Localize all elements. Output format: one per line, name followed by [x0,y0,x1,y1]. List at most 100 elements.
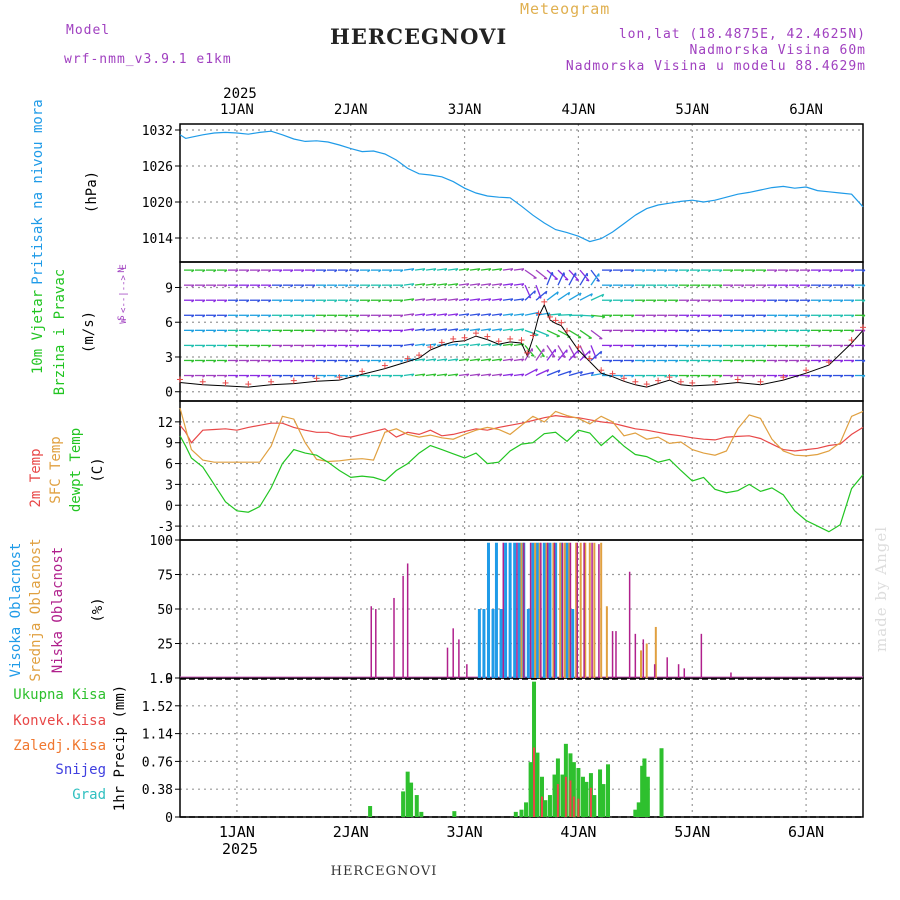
wind-arrowhead [609,299,613,303]
wind-arrow [535,348,545,361]
wind-arrowhead [551,272,554,276]
wind-arrowhead [631,359,635,363]
wind-arrowhead [829,314,833,318]
wind-arrowhead [708,284,712,288]
wind-arrow [480,283,491,286]
wind-arrowhead [213,344,217,348]
wind-arrowhead [433,328,437,332]
wind-arrowhead [785,344,789,348]
wind-arrowhead [851,284,855,288]
wind-arrowhead [422,328,426,332]
wind-arrow [579,269,590,282]
wind-arrow [579,350,591,361]
wind-arrow [403,343,414,347]
precip-total-bar [560,774,565,817]
precip-total-bar [543,800,548,817]
wind-arrowhead [774,269,778,273]
wind-arrowhead [568,370,572,374]
wind-arrowhead [290,299,294,303]
wind-arrowhead [433,283,437,287]
wind-arrowhead [378,359,382,363]
wind-arrow [436,358,447,362]
wind-arrowhead [290,344,294,348]
wind-arrowhead [730,344,734,348]
wind-arrow [524,348,533,361]
wind-arrowhead [752,299,756,303]
y-tick-label: 50 [157,603,173,618]
wind-arrowhead [477,373,481,377]
wind-arrowhead [191,344,195,348]
wind-arrowhead [422,373,426,377]
precip-conv-bar [564,776,567,817]
wind-arrow [568,345,577,359]
dewpt-temp-line [179,429,864,533]
wind-arrowhead [840,299,844,303]
wind-arrowhead [323,359,327,363]
wind-arrowhead [741,299,745,303]
wind-arrow [524,329,539,336]
wind-arrowhead [675,344,679,348]
wind-arrowhead [367,329,371,333]
wind-arrowhead [752,344,756,348]
wind-arrowhead [521,373,525,377]
wind-arrowhead [796,284,800,288]
wind-arrowhead [213,329,217,333]
wind-arrowhead [411,298,415,302]
model-value: wrf-nmm_v3.9.1 e1km [64,52,232,67]
wind-arrowhead [510,343,514,347]
wind-arrowhead [378,314,382,318]
wind-arrow [480,343,491,347]
wind-arrow [425,298,436,301]
wind-arrowhead [389,344,393,348]
wind-arrowhead [580,371,583,375]
wind-arrow [425,328,436,331]
wind-arrow [568,272,577,286]
wind-arrowhead [653,374,657,378]
wind-arrowhead [609,359,613,363]
wind-arrowhead [642,299,646,303]
wind-arrowhead [631,329,635,333]
wind-arrowhead [730,314,734,318]
wind-arrowhead [213,299,217,303]
wind-arrowhead [567,292,571,296]
wind-arrowhead [400,374,404,378]
wind-arrowhead [279,284,283,288]
wind-arrowhead [224,314,228,318]
wind-arrowhead [202,329,206,333]
wind-arrow [469,298,480,301]
wind-arrowhead [697,374,701,378]
wind-arrowhead [246,284,250,288]
wind-arrowhead [807,314,811,318]
wind-arrowhead [246,314,250,318]
wind-arrow [513,373,524,377]
y-tick-label: 1014 [142,232,173,247]
wind-arrowhead [620,299,624,303]
wind-arrowhead [533,290,536,294]
wind-arrow [447,358,458,362]
wind-arrowhead [246,329,250,333]
wind-arrowhead [752,269,756,273]
wind-arrow [513,268,524,271]
wind-arrowhead [411,283,415,287]
wind-arrow [590,293,604,301]
x-top-label: 6JAN [789,102,823,118]
wind-arrowhead [268,329,272,333]
wind-arrow [491,373,502,377]
wind-arrow [447,343,458,347]
high-cloud-ylabel: Visoka Oblacnost [8,543,24,678]
wind-arrowhead [499,358,503,362]
wind-arrowhead [510,313,514,317]
wind-arrowhead [763,344,767,348]
wind-arrowhead [345,359,349,363]
wind-arrowhead [400,284,404,288]
wind-arrowhead [312,374,316,378]
wind-arrowhead [323,314,327,318]
wind-arrowhead [290,374,294,378]
wind-arrow [557,349,568,361]
wind-arrowhead [224,269,228,273]
dewpt-ylabel: dewpt Temp [68,428,84,512]
wind-arrowhead [191,299,195,303]
wind-arrowhead [433,268,437,272]
wind-arrowhead [818,359,822,363]
x-bottom-label: 4JAN [560,823,596,841]
